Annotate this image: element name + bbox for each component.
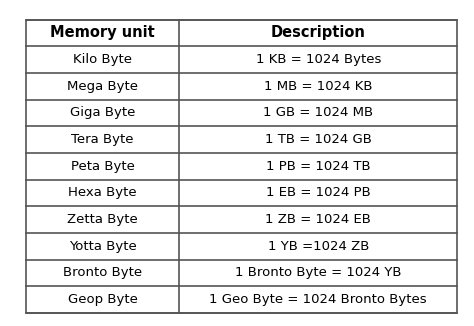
Text: Mega Byte: Mega Byte (67, 80, 138, 93)
Text: 1 TB = 1024 GB: 1 TB = 1024 GB (265, 133, 372, 146)
Text: 1 Geo Byte = 1024 Bronto Bytes: 1 Geo Byte = 1024 Bronto Bytes (210, 293, 427, 306)
Text: 1 KB = 1024 Bytes: 1 KB = 1024 Bytes (255, 53, 381, 66)
Text: 1 YB =1024 ZB: 1 YB =1024 ZB (268, 240, 369, 253)
Text: Peta Byte: Peta Byte (71, 160, 135, 173)
Text: 1 MB = 1024 KB: 1 MB = 1024 KB (264, 80, 373, 93)
Text: 1 GB = 1024 MB: 1 GB = 1024 MB (263, 106, 374, 119)
Text: Kilo Byte: Kilo Byte (73, 53, 132, 66)
Text: Memory unit: Memory unit (50, 25, 155, 40)
Text: Giga Byte: Giga Byte (70, 106, 135, 119)
Text: 1 Bronto Byte = 1024 YB: 1 Bronto Byte = 1024 YB (235, 266, 401, 279)
Text: Tera Byte: Tera Byte (72, 133, 134, 146)
Bar (26, 20, 457, 313)
Text: 1 EB = 1024 PB: 1 EB = 1024 PB (266, 186, 371, 200)
Text: Geop Byte: Geop Byte (68, 293, 137, 306)
Text: Description: Description (271, 25, 366, 40)
Text: Yotta Byte: Yotta Byte (69, 240, 137, 253)
Text: 1 PB = 1024 TB: 1 PB = 1024 TB (266, 160, 371, 173)
Text: Hexa Byte: Hexa Byte (68, 186, 137, 200)
Text: Bronto Byte: Bronto Byte (63, 266, 142, 279)
Text: 1 ZB = 1024 EB: 1 ZB = 1024 EB (265, 213, 371, 226)
Text: Zetta Byte: Zetta Byte (67, 213, 138, 226)
